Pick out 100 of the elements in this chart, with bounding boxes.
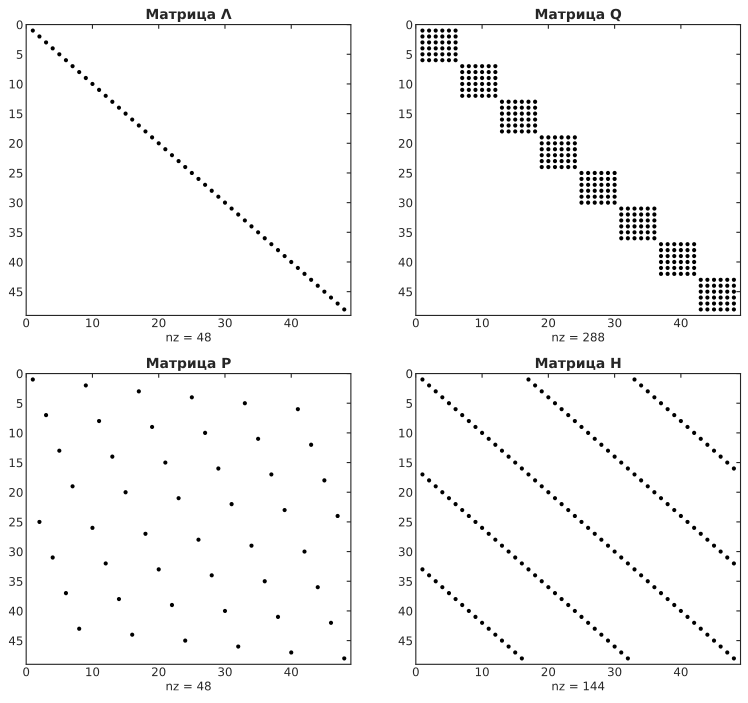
point [692,272,696,276]
point [426,573,432,578]
point [712,296,716,300]
point [216,466,220,471]
y-tick-label: 35 [398,228,412,237]
point [632,567,637,572]
point [520,561,524,566]
point [592,182,597,187]
point [196,176,201,181]
point [480,64,484,68]
point [420,52,425,56]
point [486,88,491,92]
point [176,159,181,164]
point [732,284,736,288]
point [466,88,471,92]
point [249,224,254,228]
y-tick-label: 10 [10,80,23,89]
point [420,58,425,62]
point [203,182,208,187]
point [612,188,617,193]
point [672,602,676,608]
point [276,248,280,252]
point [136,389,141,394]
y-tick-label: 40 [398,258,412,267]
point [652,490,656,494]
point [493,442,498,447]
point [572,608,577,614]
y-tick-label: 5 [406,399,412,408]
point [500,112,504,116]
point [163,147,168,152]
point [196,538,201,542]
point [110,100,114,104]
point [560,147,564,152]
point [678,242,683,246]
point [143,129,148,134]
point [440,46,444,50]
point [586,182,590,187]
x-axis-title: nz = 144 [552,682,604,690]
point [566,159,570,164]
point [156,141,161,146]
point [639,212,644,217]
point [296,266,300,270]
point [176,496,181,500]
point [646,230,650,234]
point [712,301,716,306]
point [666,248,670,252]
point [460,94,464,98]
point [242,218,247,223]
point [546,135,550,140]
y-tick-label: 5 [406,50,412,59]
point [493,76,498,80]
point [493,82,498,86]
point [678,514,683,518]
point [230,206,234,211]
point [156,567,161,572]
point [322,290,326,294]
point [506,549,511,554]
point [506,112,511,116]
point [552,496,558,500]
point [90,526,95,530]
point [466,70,471,74]
x-tick-label: 10 [476,318,489,328]
point [440,52,444,56]
point [453,596,458,602]
point [678,266,683,270]
point [552,141,558,146]
point [506,454,511,459]
point [586,170,590,176]
point [316,585,320,590]
point [672,508,676,512]
point [626,230,630,234]
y-tick-label: 40 [8,258,23,267]
point [712,544,716,548]
point [718,290,723,294]
y-tick-label: 45 [8,636,22,646]
point [493,64,498,68]
point [460,82,464,86]
point [692,620,696,625]
point [685,520,690,524]
point [672,242,676,246]
point [466,514,471,518]
point [572,141,577,146]
point [44,413,48,418]
point [342,307,346,312]
point [500,448,504,453]
point [249,544,254,548]
point [210,188,214,193]
point [96,88,102,92]
point [50,555,55,560]
point [289,260,294,264]
point [440,28,444,33]
point [242,401,247,406]
point [473,76,478,80]
point [500,544,504,548]
point [579,182,584,187]
y-tick-label: 10 [399,80,412,89]
point [678,260,683,264]
point [480,88,484,92]
point [619,224,624,228]
point [685,254,690,258]
